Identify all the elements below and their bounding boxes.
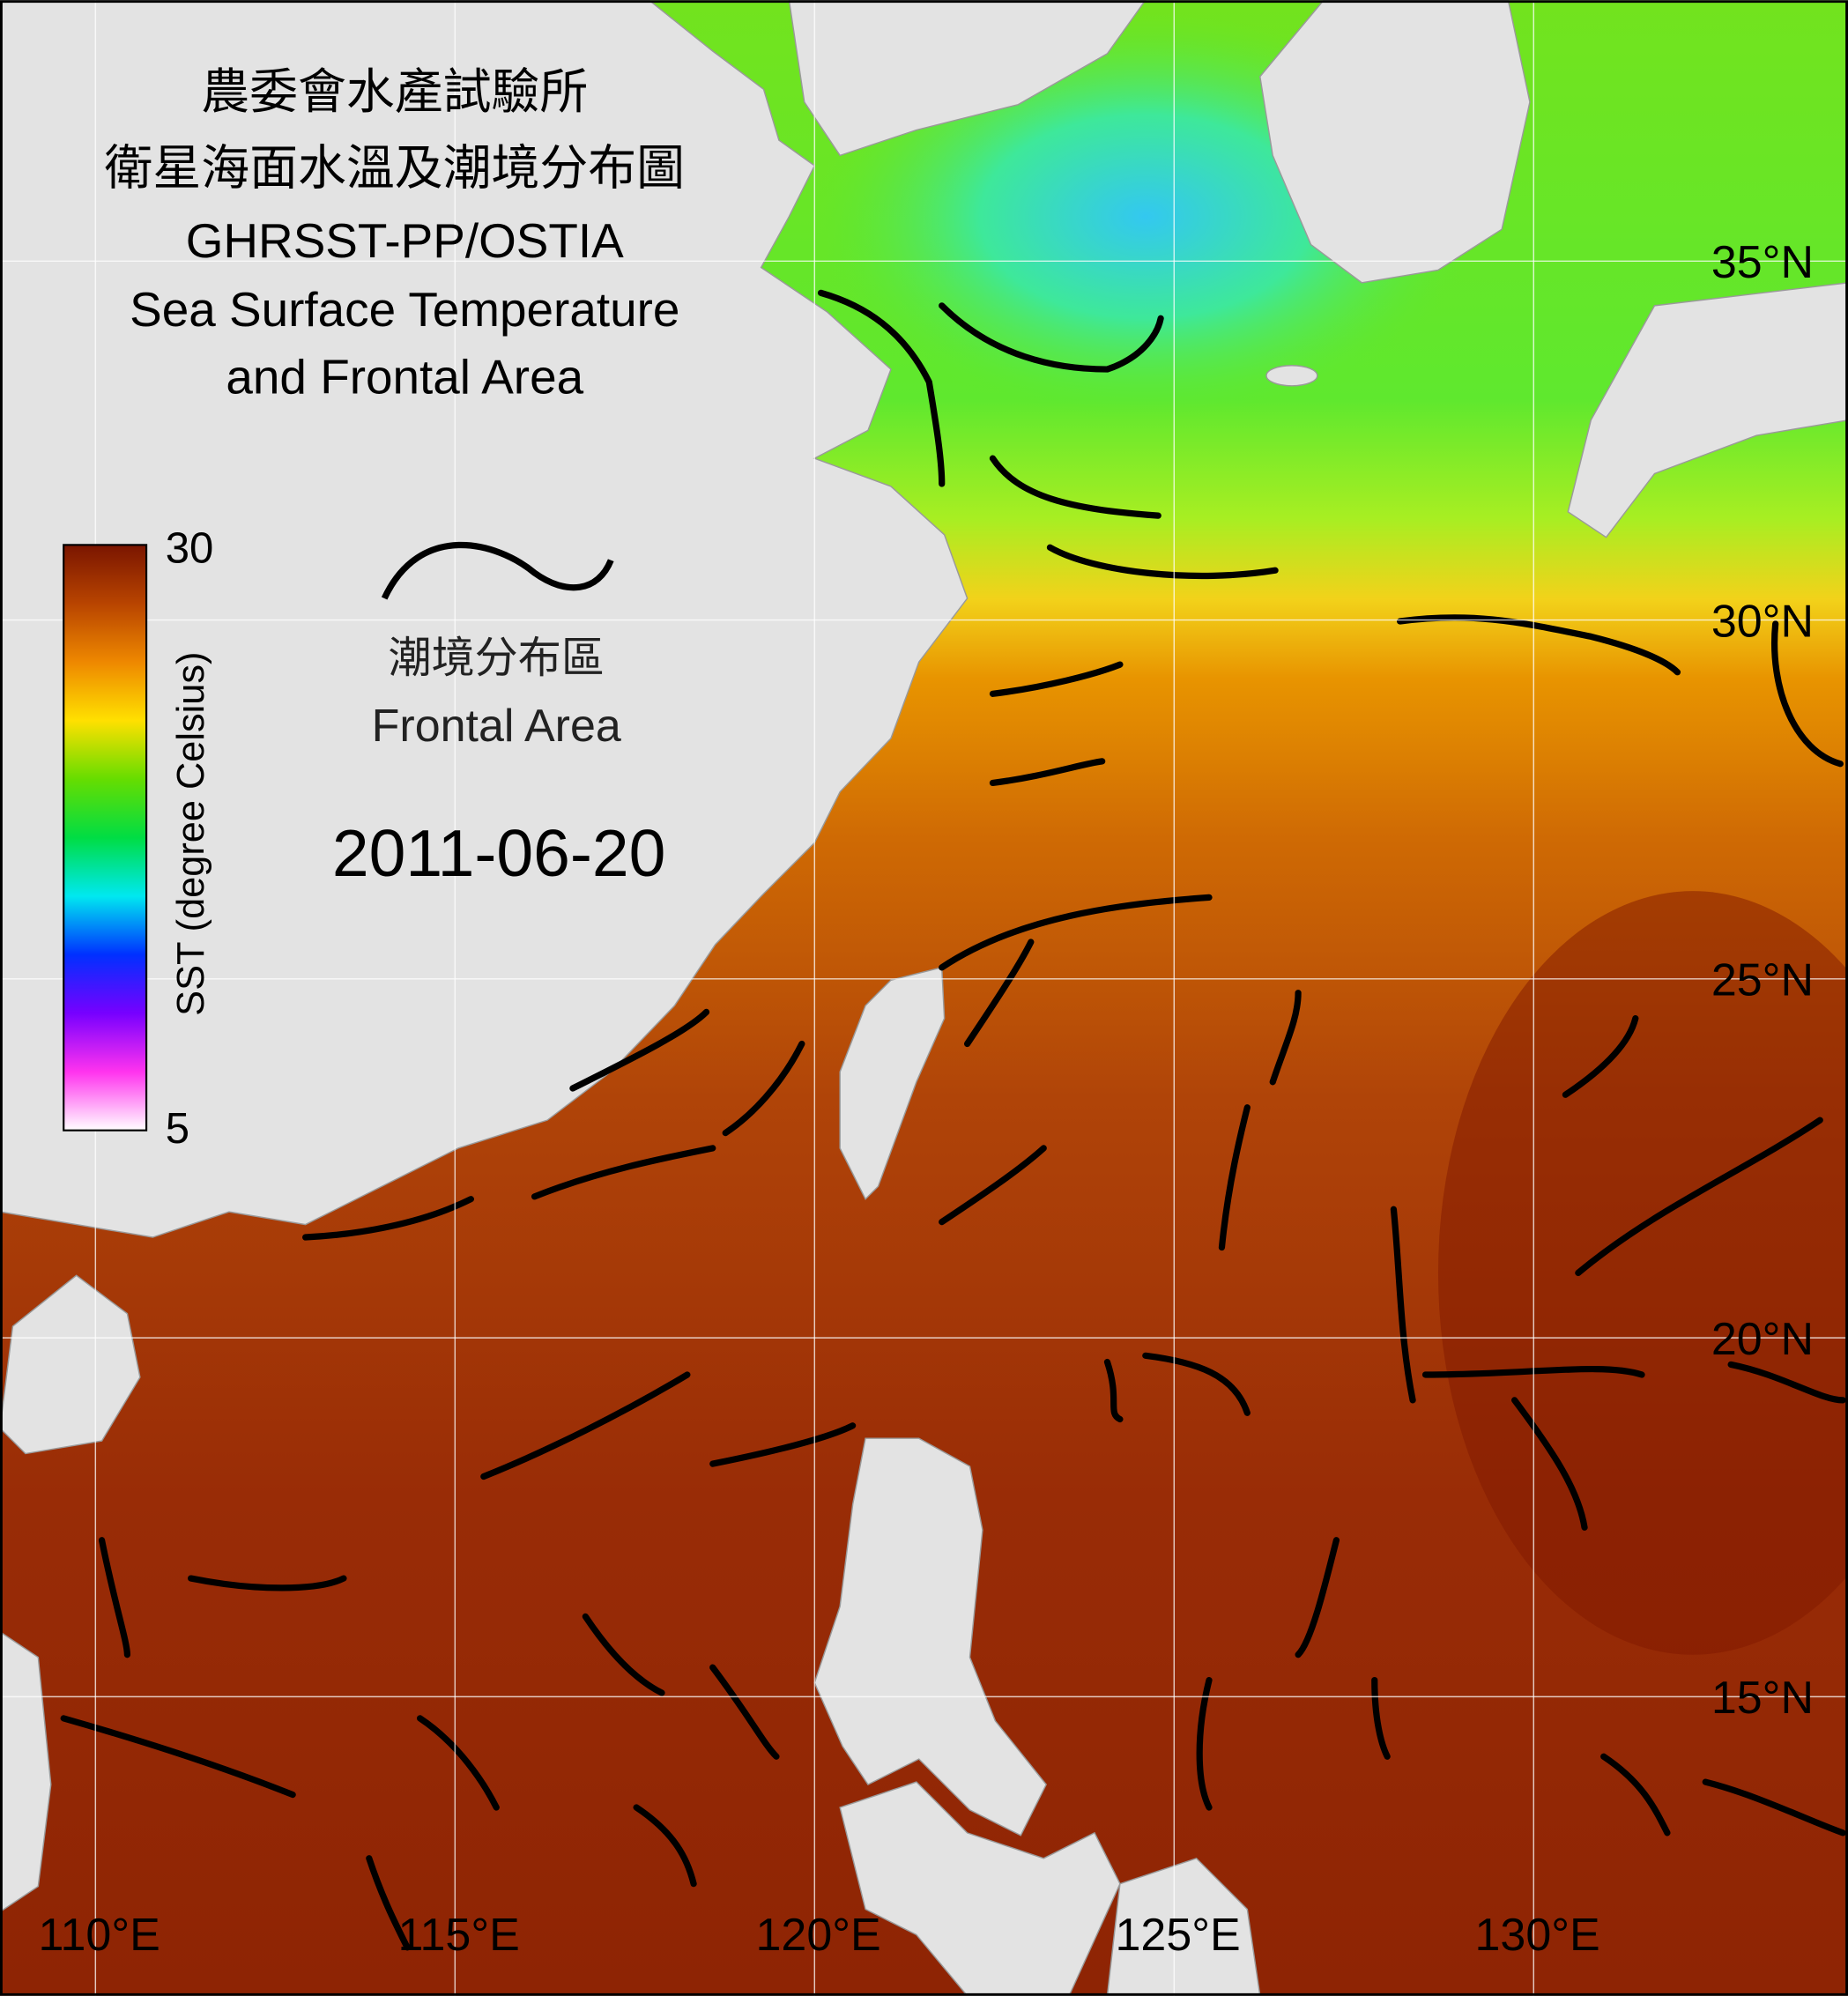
colorbar (63, 544, 148, 1132)
front (1562, 1014, 1639, 1098)
front (1511, 1397, 1588, 1531)
title-line: 農委會水產試驗所 (201, 64, 588, 119)
mindanao (1106, 1857, 1261, 1996)
longitude-label: 130°E (1475, 1910, 1600, 1961)
latitude-label: 25°N (1711, 955, 1814, 1006)
front (60, 1715, 296, 1799)
jeju (1265, 365, 1318, 387)
korea (1259, 0, 1531, 284)
front (98, 1537, 131, 1658)
legend-label: 潮境分布區 (389, 634, 605, 682)
longitude-label: 120°E (756, 1910, 881, 1961)
front (817, 289, 946, 487)
colorbar-label: SST (degree Celsius) (170, 652, 212, 1016)
mainland (0, 0, 969, 1238)
front (709, 1422, 857, 1467)
front (531, 1145, 716, 1200)
front (1371, 1676, 1391, 1760)
luzon (813, 1437, 1047, 1836)
colorbar-max: 30 (166, 525, 214, 573)
title-line: Sea Surface Temperature (130, 282, 679, 337)
taiwan (839, 966, 946, 1200)
latitude-label: 20°N (1711, 1314, 1814, 1365)
front (1702, 1778, 1846, 1836)
front (1575, 1117, 1823, 1277)
front (1269, 990, 1302, 1086)
longitude-label: 110°E (38, 1910, 160, 1961)
front (1218, 1104, 1251, 1251)
front (709, 1664, 780, 1760)
title-line: GHRSST-PP/OSTIA (186, 213, 624, 268)
front (188, 1575, 347, 1592)
graticule-labels: 110°E 115°E 120°E 125°E 130°E 35°N 30°N 25°N 20°… (38, 237, 1814, 1961)
front (722, 1040, 805, 1137)
front (582, 1613, 665, 1696)
front (569, 1008, 710, 1092)
front (480, 1371, 691, 1480)
front (939, 302, 1164, 373)
front (1397, 614, 1681, 676)
front (1727, 1361, 1846, 1404)
front (1295, 1537, 1340, 1658)
latitude-label: 30°N (1711, 596, 1814, 647)
front (939, 1145, 1047, 1226)
warm-water (1438, 891, 1848, 1655)
front (1103, 1358, 1124, 1423)
colorbar-min: 5 (166, 1105, 189, 1153)
legend-symbol (381, 541, 614, 600)
front (1046, 544, 1279, 580)
title-line: 衛星海面水溫及潮境分布圖 (104, 141, 685, 196)
fronts (60, 289, 1846, 1951)
indochina (0, 1630, 52, 1913)
date: 2011-06-20 (332, 816, 665, 890)
front (302, 1196, 474, 1241)
front (1771, 620, 1844, 768)
front (1421, 1365, 1645, 1378)
front (963, 939, 1035, 1048)
japan (1567, 282, 1848, 538)
legend-label: Frontal Area (372, 701, 621, 752)
hainan (0, 1274, 141, 1455)
longitude-label: 125°E (1116, 1910, 1241, 1961)
latitude-label: 35°N (1711, 237, 1814, 288)
front (989, 758, 1106, 787)
front (633, 1804, 697, 1888)
front (416, 1715, 500, 1811)
latitude-label: 15°N (1711, 1673, 1814, 1724)
liaodong (788, 0, 1147, 157)
front (366, 1855, 411, 1951)
front (1390, 1206, 1416, 1404)
front (989, 661, 1124, 697)
front (1600, 1753, 1671, 1836)
title: 農委會水產試驗所 衛星海面水溫及潮境分布圖 GHRSST-PP/OSTIA Se… (104, 64, 685, 404)
title-line: and Frontal Area (226, 349, 583, 404)
front (989, 455, 1161, 519)
longitude-label: 115°E (397, 1910, 519, 1961)
front (1142, 1352, 1251, 1416)
front (1196, 1676, 1213, 1811)
